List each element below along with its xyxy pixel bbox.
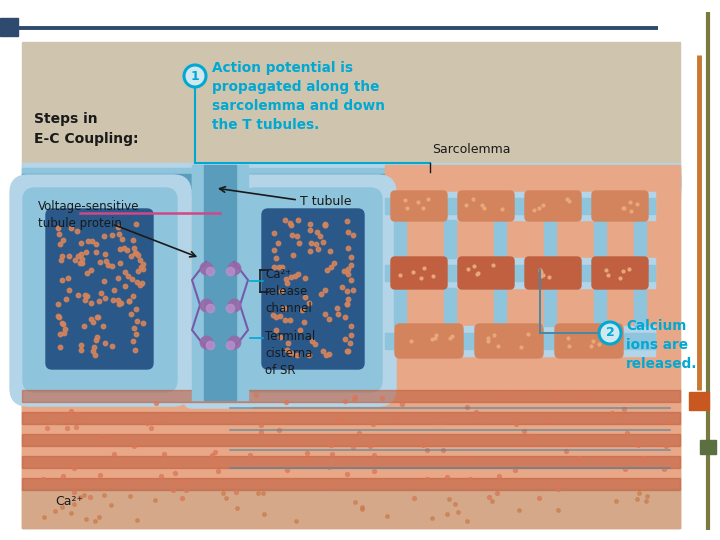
- FancyBboxPatch shape: [10, 175, 191, 406]
- Bar: [204, 165, 236, 400]
- FancyBboxPatch shape: [230, 175, 396, 406]
- Bar: [22, 412, 680, 424]
- FancyBboxPatch shape: [184, 362, 256, 408]
- Bar: [634, 288, 646, 326]
- Text: Action potential is
propagated along the
sarcolemma and down
the T tubules.: Action potential is propagated along the…: [212, 61, 385, 132]
- FancyBboxPatch shape: [592, 257, 648, 289]
- Bar: [22, 456, 680, 468]
- Bar: [192, 165, 248, 400]
- Bar: [544, 220, 556, 258]
- Bar: [385, 192, 655, 220]
- FancyBboxPatch shape: [46, 209, 153, 369]
- Text: Voltage-sensitive
tubule protein: Voltage-sensitive tubule protein: [38, 200, 140, 230]
- Bar: [22, 488, 680, 528]
- Text: 1: 1: [191, 70, 199, 83]
- Bar: [494, 288, 506, 326]
- FancyBboxPatch shape: [458, 257, 514, 289]
- Text: Terminal
cisterna
of SR: Terminal cisterna of SR: [265, 330, 315, 377]
- Bar: [385, 326, 655, 356]
- FancyBboxPatch shape: [395, 324, 463, 358]
- Bar: [236, 165, 248, 400]
- Bar: [444, 288, 456, 326]
- Bar: [634, 220, 646, 258]
- Bar: [385, 265, 655, 281]
- Bar: [0, 18, 18, 36]
- Bar: [22, 390, 680, 402]
- Bar: [444, 220, 456, 258]
- Text: Calcium
ions are
released.: Calcium ions are released.: [626, 319, 698, 371]
- Bar: [544, 288, 556, 326]
- Bar: [385, 165, 680, 390]
- Bar: [394, 288, 406, 326]
- Bar: [594, 288, 606, 326]
- Circle shape: [184, 65, 206, 87]
- FancyBboxPatch shape: [458, 191, 514, 221]
- Bar: [22, 434, 680, 446]
- FancyBboxPatch shape: [22, 163, 680, 201]
- FancyBboxPatch shape: [22, 174, 680, 188]
- Bar: [22, 390, 680, 528]
- Text: Ca²⁺: Ca²⁺: [55, 495, 83, 508]
- Bar: [594, 220, 606, 258]
- FancyBboxPatch shape: [592, 191, 648, 221]
- FancyBboxPatch shape: [475, 324, 543, 358]
- Bar: [494, 220, 506, 258]
- Text: 2: 2: [606, 327, 614, 340]
- FancyBboxPatch shape: [391, 191, 447, 221]
- Bar: [385, 258, 655, 288]
- Bar: [22, 388, 680, 488]
- Circle shape: [599, 322, 621, 344]
- Bar: [385, 198, 655, 214]
- Bar: [700, 440, 716, 454]
- Text: Sarcolemma: Sarcolemma: [432, 143, 510, 156]
- Bar: [22, 478, 680, 490]
- Bar: [385, 333, 655, 349]
- FancyBboxPatch shape: [22, 168, 680, 194]
- FancyBboxPatch shape: [555, 324, 623, 358]
- Bar: [394, 220, 406, 258]
- Bar: [689, 392, 709, 410]
- Text: T tubule: T tubule: [300, 195, 351, 208]
- FancyBboxPatch shape: [243, 188, 382, 392]
- Text: Steps in
E-C Coupling:: Steps in E-C Coupling:: [34, 112, 138, 145]
- Bar: [192, 165, 204, 400]
- Text: Ca²⁺
release
channel: Ca²⁺ release channel: [265, 268, 312, 315]
- FancyBboxPatch shape: [525, 257, 581, 289]
- FancyBboxPatch shape: [23, 188, 177, 392]
- FancyBboxPatch shape: [262, 209, 364, 369]
- FancyBboxPatch shape: [525, 191, 581, 221]
- FancyBboxPatch shape: [391, 257, 447, 289]
